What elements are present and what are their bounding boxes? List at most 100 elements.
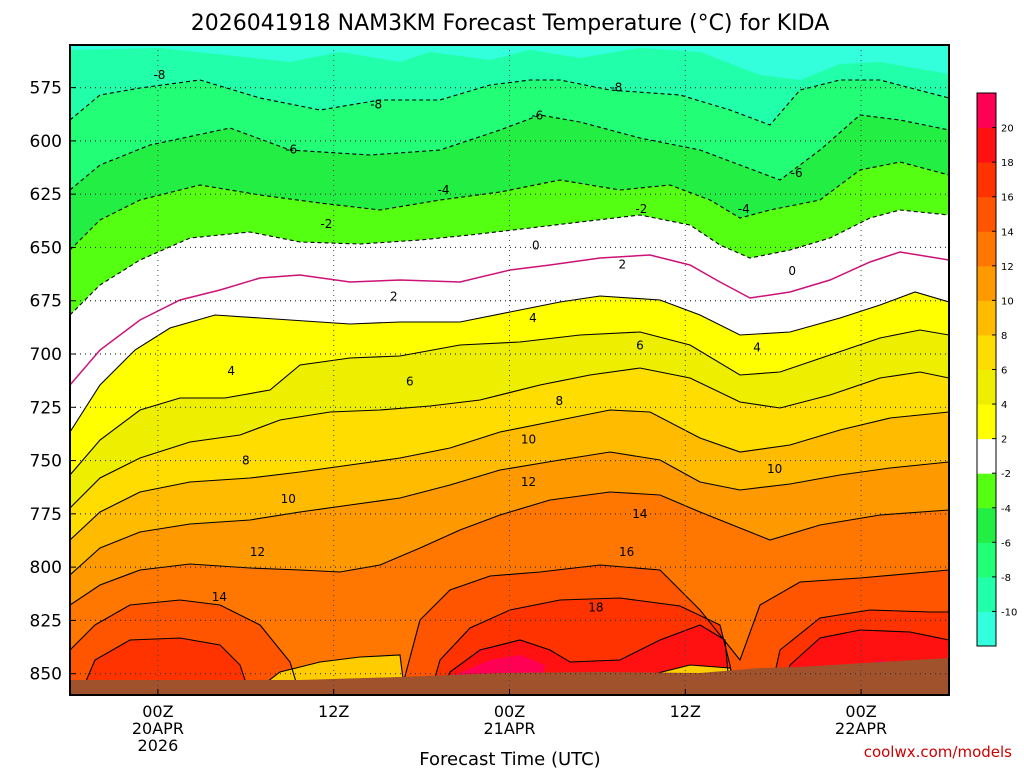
colorbar-swatch bbox=[977, 542, 996, 578]
x-tick-label: 22APR bbox=[835, 719, 887, 738]
contour-label: -8 bbox=[153, 68, 165, 82]
colorbar-label: -4 bbox=[1001, 504, 1011, 515]
contour-4 bbox=[70, 329, 949, 476]
colorbar-swatch bbox=[977, 611, 996, 647]
colorbar-swatch bbox=[977, 162, 996, 198]
y-tick-label: 850 bbox=[30, 665, 62, 685]
y-tick-label: 650 bbox=[30, 238, 62, 258]
colorbar-swatch bbox=[977, 265, 996, 301]
colorbar-swatch bbox=[977, 196, 996, 232]
contour-label: -4 bbox=[738, 202, 750, 216]
colorbar-label: 8 bbox=[1001, 331, 1007, 342]
contour-label: -2 bbox=[635, 202, 647, 216]
contour-zero bbox=[70, 251, 949, 386]
colorbar-label: 20 bbox=[1001, 124, 1014, 135]
contour-label: 18 bbox=[588, 601, 603, 615]
contour-label: -8 bbox=[370, 98, 382, 112]
colorbar-swatch bbox=[977, 231, 996, 267]
contour-6 bbox=[70, 367, 949, 509]
contour-label: 2 bbox=[390, 289, 398, 303]
contour-10 bbox=[70, 451, 949, 576]
colorbar-label: -2 bbox=[1001, 469, 1011, 480]
contour-label: 0 bbox=[788, 264, 796, 278]
contour-minus4 bbox=[70, 161, 949, 251]
colorbar-label: -10 bbox=[1001, 607, 1017, 618]
contour-label: 6 bbox=[406, 375, 414, 389]
contour-label: -4 bbox=[438, 183, 450, 197]
contour-label: 14 bbox=[212, 590, 227, 604]
colorbar-swatch bbox=[977, 576, 996, 612]
colorbar-label: 18 bbox=[1001, 158, 1014, 169]
x-tick-label: 20APR bbox=[132, 719, 184, 738]
y-tick-label: 825 bbox=[30, 611, 62, 631]
contour-label: 10 bbox=[767, 462, 782, 476]
contour-8 bbox=[70, 409, 949, 541]
colorbar-label: 6 bbox=[1001, 366, 1007, 377]
contour-2 bbox=[70, 291, 949, 433]
contour-12 bbox=[70, 491, 949, 606]
colorbar-label: 4 bbox=[1001, 400, 1007, 411]
x-tick-label: 12Z bbox=[670, 702, 701, 721]
plot-frame bbox=[69, 44, 950, 696]
x-tick-label: 12Z bbox=[318, 702, 349, 721]
y-tick-label: 775 bbox=[30, 505, 62, 525]
y-tick-label: 750 bbox=[30, 452, 62, 472]
y-tick-label: 675 bbox=[30, 292, 62, 312]
contour-lines bbox=[70, 79, 949, 695]
colorbar-swatch bbox=[977, 369, 996, 405]
contour-label: -6 bbox=[285, 142, 297, 156]
contour-label: 4 bbox=[227, 364, 235, 378]
contour-label: -2 bbox=[320, 217, 332, 231]
x-tick-label: 00Z bbox=[845, 702, 876, 721]
colorbar-label: 10 bbox=[1001, 296, 1014, 307]
colorbar-label: 14 bbox=[1001, 227, 1014, 238]
colorbar-swatch bbox=[977, 93, 996, 129]
colorbar-label: 16 bbox=[1001, 193, 1014, 204]
colorbar-swatch bbox=[977, 404, 996, 440]
ground-surface bbox=[70, 658, 949, 695]
x-tick-label: 2026 bbox=[138, 736, 179, 755]
contour-label: 14 bbox=[632, 507, 647, 521]
contour-label: 0 bbox=[532, 238, 540, 252]
contour-label: -6 bbox=[791, 166, 803, 180]
contour-label: 12 bbox=[521, 475, 536, 489]
y-tick-label: 725 bbox=[30, 398, 62, 418]
contour-minus2 bbox=[70, 209, 949, 316]
x-tick-label: 00Z bbox=[494, 702, 525, 721]
y-tick-label: 700 bbox=[30, 345, 62, 365]
contour-label: 8 bbox=[555, 394, 563, 408]
x-tick-label: 21APR bbox=[483, 719, 535, 738]
y-tick-label: 575 bbox=[30, 79, 62, 99]
colorbar: -10 -8 -6 -4 -2 2 4 6 8 10 12 14 16 18 20 bbox=[976, 92, 1017, 647]
contour-label: 4 bbox=[753, 341, 761, 355]
grid-lines bbox=[70, 45, 949, 695]
contour-label: -6 bbox=[531, 108, 543, 122]
contour-label: 6 bbox=[636, 338, 644, 352]
y-tick-label: 600 bbox=[30, 132, 62, 152]
colorbar-swatch bbox=[977, 334, 996, 370]
x-tick-label: 00Z bbox=[142, 702, 173, 721]
colorbar-label: -6 bbox=[1001, 538, 1011, 549]
colorbar-swatch bbox=[977, 300, 996, 336]
contour-label: 12 bbox=[250, 545, 265, 559]
contour-label: 4 bbox=[529, 311, 537, 325]
contour-labels: -8 -8 -8 -6 -6 -6 -4 -4 -2 -2 0 0 2 2 4 4 4 6 6 8 8 10 10 10 12 1… bbox=[153, 68, 802, 615]
contour-label: 2 bbox=[618, 258, 626, 272]
x-axis-title: Forecast Time (UTC) bbox=[419, 749, 600, 768]
contour-label: 10 bbox=[281, 492, 296, 506]
y-tick-label: 625 bbox=[30, 185, 62, 205]
contour-label: -8 bbox=[610, 81, 622, 95]
y-axis: 575 600 625 650 675 700 725 750 775 800 825 850 bbox=[30, 79, 76, 685]
colorbar-swatch bbox=[977, 507, 996, 543]
contour-minus8 bbox=[70, 79, 949, 126]
colorbar-label: -8 bbox=[1001, 573, 1011, 584]
contour-14 bbox=[70, 564, 949, 695]
colorbar-label: 2 bbox=[1001, 435, 1007, 446]
y-tick-label: 800 bbox=[30, 558, 62, 578]
colorbar-swatch bbox=[977, 127, 996, 163]
colorbar-label: 12 bbox=[1001, 262, 1014, 273]
colorbar-swatch bbox=[977, 473, 996, 509]
chart-title: 2026041918 NAM3KM Forecast Temperature (… bbox=[191, 11, 830, 36]
